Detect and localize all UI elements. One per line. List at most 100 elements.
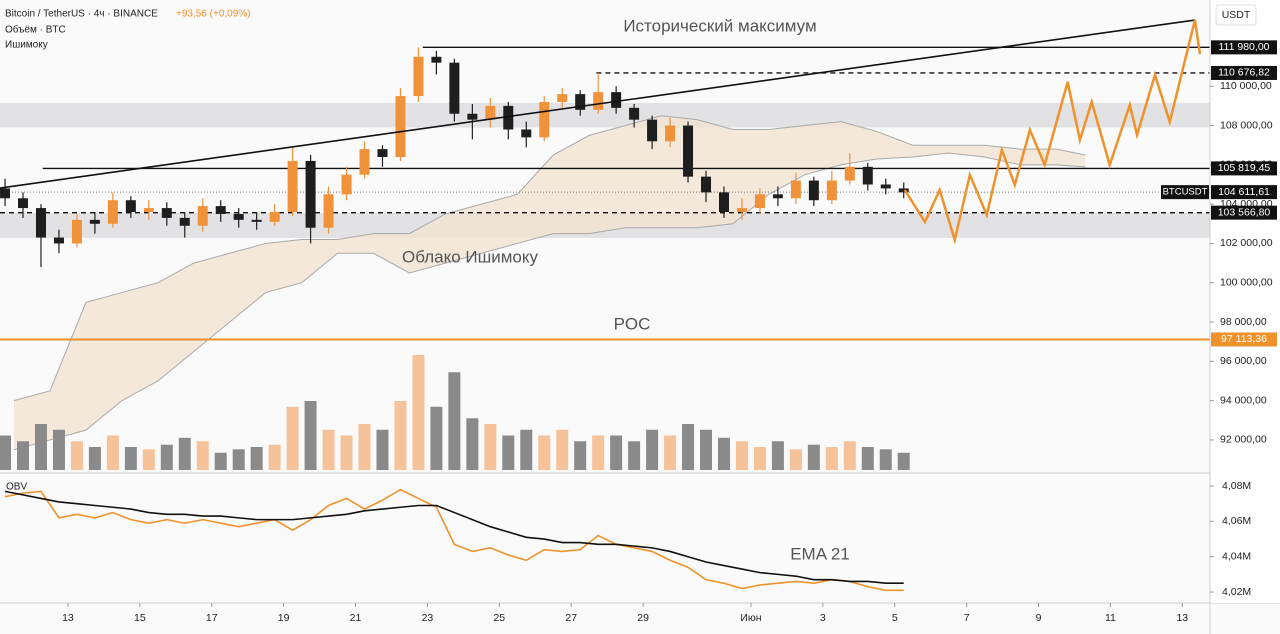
volume-bar (574, 441, 587, 470)
level-tag-label: 105 819,45 (1218, 162, 1271, 174)
candle-body (808, 180, 819, 201)
change-label: +93,56 (+0,09%) (176, 9, 251, 20)
plot-layer (0, 19, 1210, 592)
level-tag (1211, 332, 1277, 347)
currency-box[interactable] (1215, 4, 1257, 26)
candle-body (269, 212, 280, 222)
candle-body (844, 166, 855, 181)
volume-bar (232, 449, 245, 470)
x-tick-label: 19 (278, 612, 290, 624)
y-tick-label: 96 000,00 (1220, 355, 1267, 367)
candle-body (557, 94, 568, 102)
obv-tick-label: 4,06M (1222, 515, 1251, 527)
obv-label: OBV (6, 482, 27, 493)
candle-body (413, 56, 424, 97)
ema-label: EMA 21 (790, 544, 850, 563)
volume-bar (376, 429, 389, 470)
candle-body (0, 188, 11, 199)
currency[interactable]: USDT (1222, 9, 1251, 21)
volume-bar (861, 447, 874, 470)
symbol-title: Bitcoin / TetherUS · 4ч · BINANCE (5, 9, 158, 20)
zone (0, 102, 1210, 128)
volume-bar (466, 418, 479, 470)
price-axis (1210, 0, 1280, 603)
x-tick-label: 5 (892, 612, 898, 624)
volume-bar (789, 449, 802, 470)
last-price-label: 104 611,61 (1218, 186, 1270, 198)
candle-body (341, 174, 352, 195)
volume-bar (358, 424, 371, 470)
candle-body (323, 194, 334, 228)
volume-bar (340, 435, 353, 470)
obv-tick-label: 4,02M (1222, 586, 1251, 598)
volume-bar (178, 437, 191, 470)
volume-bar (448, 372, 461, 470)
volume-bar (664, 435, 677, 470)
candle-body (683, 125, 694, 177)
x-tick-label: Июн (740, 612, 761, 624)
candle-body (736, 208, 747, 213)
volume-bar (610, 435, 623, 470)
volume-bar (250, 447, 263, 470)
candle-body (862, 166, 873, 185)
y-tick-label: 102 000,00 (1220, 237, 1273, 249)
candle-body (89, 219, 100, 224)
level-tag-label: 97 113,36 (1221, 333, 1267, 345)
candle-body (521, 129, 532, 138)
volume-bar (106, 435, 119, 470)
candle-body (629, 107, 640, 120)
volume-bar (304, 401, 317, 470)
volume-bar (771, 441, 784, 470)
volume-bar (0, 435, 12, 470)
x-tick-label: 7 (964, 612, 970, 624)
cloud-lower (13, 152, 1086, 451)
candle-body (215, 206, 226, 214)
projection (903, 19, 1202, 245)
volume-bar (879, 449, 892, 470)
x-tick-label: 17 (206, 612, 218, 624)
volume-bar (124, 447, 137, 470)
cloud-fill (14, 115, 1086, 450)
volume-bar (700, 429, 713, 470)
candle-body (35, 208, 46, 238)
candle-body (305, 160, 316, 228)
volume-bar (717, 437, 730, 470)
level-tag (1211, 205, 1277, 220)
volume-bar (52, 429, 65, 470)
obv-line (4, 488, 904, 592)
last-price-tag (1211, 185, 1277, 200)
volume-bar (430, 406, 443, 470)
trendline (0, 19, 1196, 189)
candle-body (611, 92, 622, 108)
indicator-label: Ишимоку (5, 40, 48, 51)
volume-bar (502, 435, 515, 470)
candle-body (754, 194, 765, 209)
candle-body (575, 94, 586, 110)
ema-line (4, 490, 904, 585)
x-tick-label: 13 (62, 612, 74, 624)
volume-bar (753, 447, 766, 470)
y-tick-label: 108 000,00 (1220, 119, 1273, 131)
volume-bar (592, 435, 605, 470)
candle-body (880, 184, 891, 189)
candle-body (665, 125, 676, 142)
x-tick-label: 9 (1036, 612, 1042, 624)
volume-bar (807, 444, 820, 470)
candle-body (449, 62, 460, 114)
volume-bar (628, 441, 641, 470)
volume-bar (538, 435, 551, 470)
candle-body (251, 219, 262, 222)
volume-label: Объём · BTC (5, 24, 66, 36)
candle-body (287, 160, 298, 213)
candle-body (179, 217, 190, 226)
volume-bar (897, 452, 910, 470)
volume-bar (843, 441, 856, 470)
volume-bar (88, 447, 101, 470)
volume-bar (268, 444, 281, 470)
x-tick-label: 11 (1105, 612, 1116, 624)
y-tick-label: 92 000,00 (1220, 434, 1267, 446)
volume-bar (394, 401, 407, 470)
level-tag-label: 103 566,80 (1218, 206, 1271, 218)
ath-label: Исторический максимум (623, 16, 816, 35)
